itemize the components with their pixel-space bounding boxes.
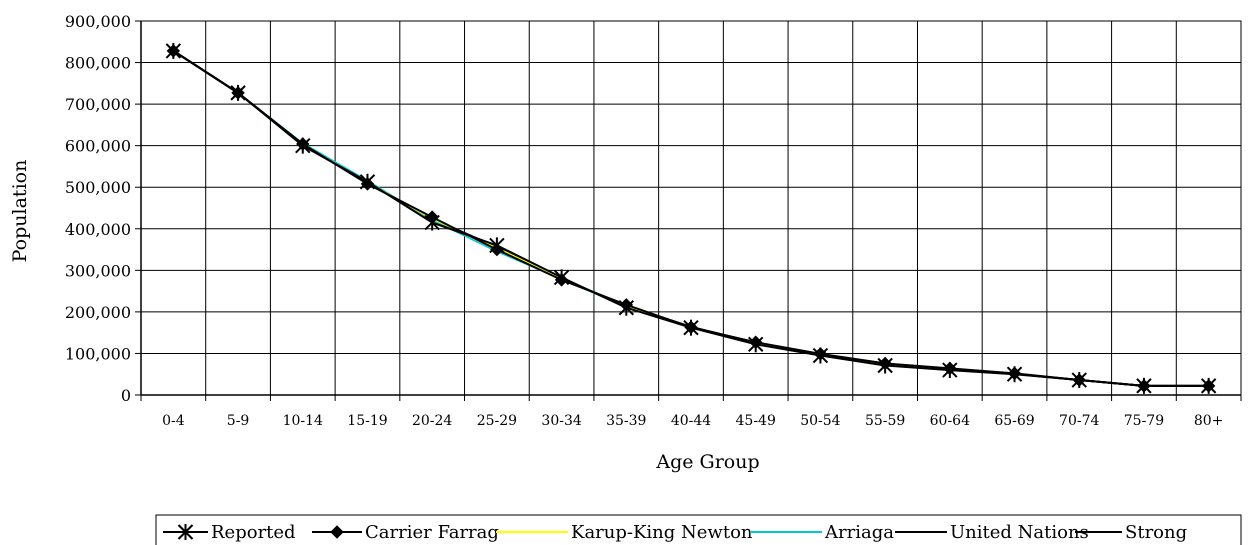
- legend-item: Reported: [163, 522, 296, 543]
- plot-area: [140, 20, 1242, 396]
- data-point-asterisk: [553, 269, 570, 286]
- y-tick-label: 500,000: [65, 178, 131, 197]
- y-tick-label: 200,000: [65, 303, 131, 322]
- y-tick-labels: 0 100,000 200,000 300,000 400,000 500,000 600,…: [65, 12, 131, 405]
- data-point-asterisk: [359, 173, 376, 190]
- y-tick-label: 100,000: [65, 344, 131, 363]
- x-tick-label: 0-4: [162, 413, 185, 429]
- data-point-asterisk: [489, 237, 505, 254]
- x-tick-label: 75-79: [1124, 413, 1164, 429]
- data-point-asterisk: [942, 362, 958, 379]
- legend-label: Reported: [211, 522, 296, 543]
- y-tick-label: 600,000: [65, 137, 131, 156]
- y-tick-label: 700,000: [65, 95, 131, 114]
- x-tick-label: 10-14: [283, 413, 323, 429]
- legend-label: United Nations: [950, 522, 1089, 543]
- legend-item: United Nations: [895, 522, 1089, 543]
- data-point-asterisk: [747, 336, 764, 353]
- data-point-asterisk: [683, 319, 699, 336]
- data-point-asterisk: [295, 137, 311, 154]
- y-axis-label: Population: [9, 160, 31, 263]
- data-point-asterisk: [1006, 366, 1023, 383]
- legend: Reported Carrier Farrag Karup-King Newton A…: [155, 514, 1242, 545]
- x-tick-label: 70-74: [1059, 413, 1099, 429]
- data-point-asterisk: [877, 357, 893, 374]
- x-tick-label: 35-39: [606, 413, 646, 429]
- x-tick-label: 55-59: [865, 413, 905, 429]
- legend-marker: [177, 524, 194, 540]
- y-tick-label: 0: [121, 386, 131, 405]
- data-point-asterisk: [165, 42, 182, 59]
- legend-label: Strong: [1125, 522, 1187, 543]
- x-tick-label: 80+: [1194, 413, 1224, 429]
- x-tick-label: 25-29: [477, 413, 517, 429]
- legend-label: Arriaga: [824, 522, 894, 543]
- series-markers: [165, 42, 1217, 394]
- data-point-asterisk: [1071, 372, 1087, 389]
- x-tick-label: 60-64: [930, 413, 970, 429]
- data-point-asterisk: [812, 347, 829, 364]
- y-tick-label: 400,000: [65, 220, 131, 239]
- y-tick-label: 800,000: [65, 54, 131, 73]
- x-tick-label: 30-34: [541, 413, 581, 429]
- legend-item: Carrier Farrag: [312, 522, 499, 543]
- x-tick-labels: 0-4 5-9 10-14 15-19 20-24 25-29 30-34 35-39 40-4…: [162, 413, 1223, 429]
- x-tick-label: 20-24: [412, 413, 452, 429]
- x-tick-label: 45-49: [736, 413, 776, 429]
- data-point-asterisk: [1136, 377, 1152, 394]
- legend-marker: [330, 525, 344, 539]
- legend-item: Karup-King Newton: [496, 522, 753, 543]
- data-point-asterisk: [230, 84, 246, 101]
- legend-item: Strong: [1075, 522, 1187, 543]
- x-axis-label: Age Group: [655, 451, 759, 473]
- data-point-asterisk: [618, 299, 635, 316]
- legend-item: Arriaga: [750, 522, 894, 543]
- x-tick-label: 5-9: [227, 413, 250, 429]
- y-tick-label: 900,000: [65, 12, 131, 31]
- legend-label: Carrier Farrag: [365, 522, 499, 543]
- axes: [135, 20, 1242, 401]
- legend-label: Karup-King Newton: [571, 522, 753, 543]
- grid-lines: [140, 20, 1242, 396]
- x-tick-label: 65-69: [994, 413, 1034, 429]
- data-point-asterisk: [1200, 377, 1217, 394]
- x-tick-label: 40-44: [671, 413, 711, 429]
- x-tick-label: 50-54: [800, 413, 840, 429]
- data-point-asterisk: [424, 214, 440, 231]
- y-tick-label: 300,000: [65, 261, 131, 280]
- x-tick-label: 15-19: [347, 413, 387, 429]
